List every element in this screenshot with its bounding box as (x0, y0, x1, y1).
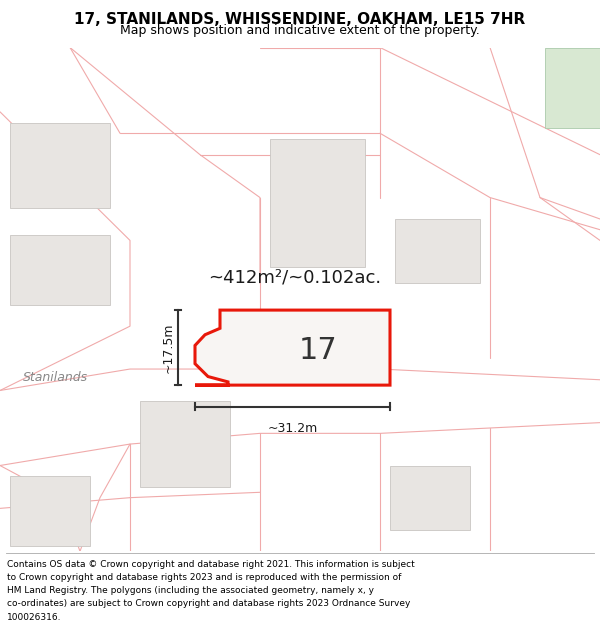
Bar (10, 122, 110, 208)
Bar (10, 476, 90, 546)
Text: Map shows position and indicative extent of the property.: Map shows position and indicative extent… (120, 24, 480, 37)
Text: 17, STANILANDS, WHISSENDINE, OAKHAM, LE15 7HR: 17, STANILANDS, WHISSENDINE, OAKHAM, LE1… (74, 12, 526, 27)
Text: Contains OS data © Crown copyright and database right 2021. This information is : Contains OS data © Crown copyright and d… (7, 560, 415, 569)
Text: ~412m²/~0.102ac.: ~412m²/~0.102ac. (208, 269, 382, 287)
Text: Stanilands: Stanilands (22, 371, 88, 384)
Bar (270, 139, 365, 268)
Bar (140, 401, 230, 487)
Bar (395, 219, 480, 283)
Text: ~17.5m: ~17.5m (161, 322, 175, 373)
Text: 17: 17 (299, 336, 337, 366)
Polygon shape (195, 310, 390, 385)
Bar (390, 466, 470, 530)
Text: to Crown copyright and database rights 2023 and is reproduced with the permissio: to Crown copyright and database rights 2… (7, 573, 401, 582)
Bar (545, 48, 600, 128)
Text: co-ordinates) are subject to Crown copyright and database rights 2023 Ordnance S: co-ordinates) are subject to Crown copyr… (7, 599, 410, 609)
Bar (10, 235, 110, 305)
Text: 100026316.: 100026316. (7, 612, 62, 622)
Text: ~31.2m: ~31.2m (268, 421, 317, 434)
Text: HM Land Registry. The polygons (including the associated geometry, namely x, y: HM Land Registry. The polygons (includin… (7, 586, 374, 596)
